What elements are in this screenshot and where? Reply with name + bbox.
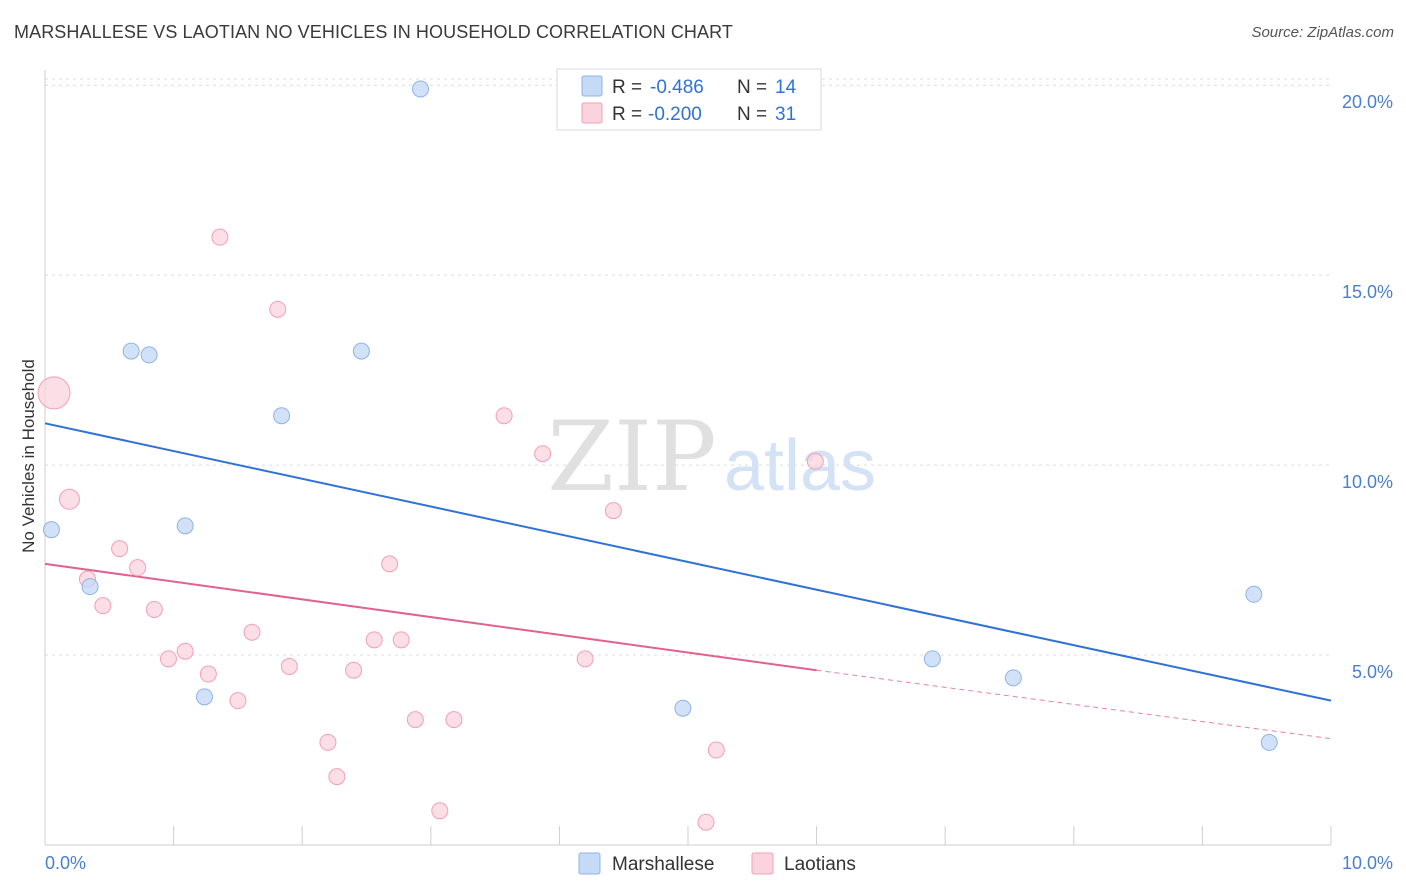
point-marshallese-10 [923,650,941,668]
point-marshallese-1 [81,578,99,596]
axes [44,70,1332,846]
legend-r-value-1: -0.486 [650,77,704,98]
y-tick-label-0: 5.0% [1352,662,1393,682]
point-marshallese-2 [122,342,140,360]
point-laotians-3 [94,597,112,615]
point-laotians-29 [707,741,725,759]
point-marshallese-9 [674,699,692,717]
point-laotians-13 [269,300,287,318]
x-tick-label-0: 0.0% [45,853,86,873]
point-laotians-28 [697,813,715,831]
point-marshallese-5 [195,688,213,706]
point-laotians-26 [576,650,594,668]
point-laotians-4 [111,540,129,558]
point-laotians-11 [229,692,247,710]
point-laotians-22 [431,802,449,820]
watermark-zip: ZIP [547,401,716,513]
point-laotians-23 [445,711,463,729]
point-marshallese-13 [1260,733,1278,751]
point-laotians-16 [328,768,346,786]
point-laotians-20 [392,631,410,649]
point-laotians-19 [381,555,399,573]
point-marshallese-8 [412,80,430,98]
point-marshallese-6 [273,407,291,425]
y-tick-label-1: 10.0% [1342,472,1393,492]
trend-line-laotians-extension [816,669,1332,740]
legend-r-label-1: R = [612,77,642,98]
point-laotians-14 [280,657,298,675]
gridlines [45,78,1331,656]
y-tick-label-2: 15.0% [1342,282,1393,302]
point-laotians-1 [58,488,80,510]
point-laotians-10 [211,228,229,246]
point-marshallese-12 [1245,585,1263,603]
correlation-legend: R = -0.486 N = 14 R = -0.200 N = 31 [556,68,822,131]
point-laotians-18 [365,631,383,649]
legend-r-label-2: R = [612,104,642,125]
series-legend-swatch-laotians [751,852,774,875]
point-laotians-5 [129,559,147,577]
trend-lines [44,422,1332,740]
watermark-atlas: atlas [724,426,876,506]
x-tick-label-1: 10.0% [1342,853,1393,873]
legend-swatch-laotians [581,102,603,124]
point-marshallese-0 [42,521,60,539]
point-laotians-24 [495,407,513,425]
y-tick-label-3: 20.0% [1342,92,1393,112]
point-marshallese-4 [176,517,194,535]
point-laotians-12 [243,623,261,641]
data-points [37,80,1278,831]
point-laotians-9 [199,665,217,683]
series-legend: Marshallese Laotians [578,852,856,875]
trend-line-laotians [44,562,817,672]
point-marshallese-11 [1004,669,1022,687]
series-legend-marshallese: Marshallese [612,854,714,875]
series-legend-swatch-marshallese [578,852,601,875]
legend-n-label-1: N = [737,77,767,98]
point-laotians-7 [159,650,177,668]
tick-labels: 5.0% 10.0% 15.0% 20.0% 0.0% 10.0% [45,92,1393,873]
point-laotians-25 [534,445,552,463]
legend-n-value-2: 31 [775,104,796,125]
point-laotians-27 [604,502,622,520]
point-marshallese-3 [140,346,158,364]
legend-swatch-marshallese [581,75,603,97]
y-axis-label: No Vehicles in Household [19,359,38,553]
series-legend-laotians: Laotians [784,854,856,875]
point-laotians-0 [37,376,71,410]
legend-r-value-2: -0.200 [648,104,702,125]
point-laotians-30 [806,452,824,470]
point-marshallese-7 [352,342,370,360]
point-laotians-21 [406,711,424,729]
trend-line-marshallese [44,422,1332,702]
source-label: Source: ZipAtlas.com [1251,24,1394,41]
point-laotians-17 [345,661,363,679]
legend-n-value-1: 14 [775,77,797,98]
legend-n-label-2: N = [737,104,767,125]
point-laotians-6 [145,600,163,618]
watermark: ZIP atlas [547,401,876,513]
chart-title: MARSHALLESE VS LAOTIAN NO VEHICLES IN HO… [14,22,733,42]
point-laotians-8 [176,642,194,660]
point-laotians-15 [319,733,337,751]
